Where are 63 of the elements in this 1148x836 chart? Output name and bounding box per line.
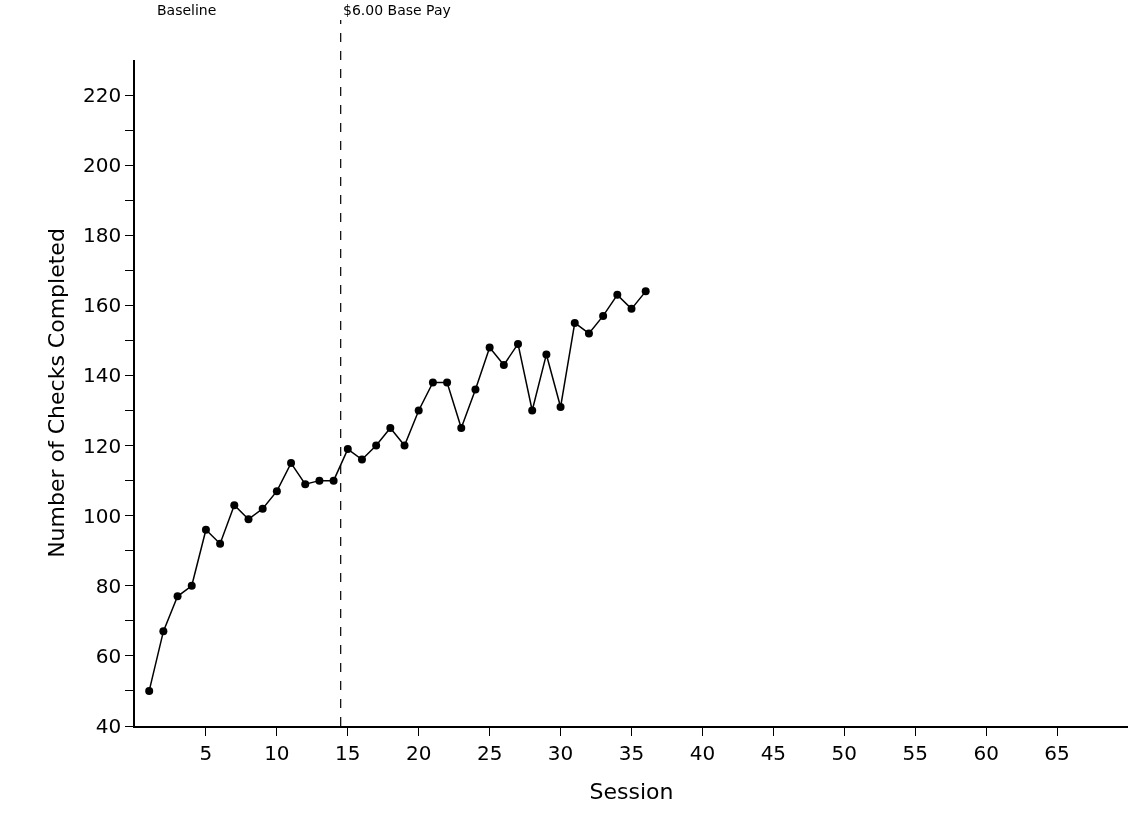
ref-line-label: $6.00 Base Pay (343, 2, 451, 18)
point (457, 424, 466, 433)
point (343, 445, 352, 454)
x-tick-label: 50 (831, 740, 858, 765)
point (428, 378, 437, 387)
x-axis-title: Session (589, 779, 674, 805)
point (187, 581, 196, 590)
y-tick-label: 40 (95, 714, 122, 738)
point (514, 339, 523, 348)
point (599, 311, 608, 320)
point (499, 360, 508, 369)
y-tick-label: 80 (95, 573, 122, 598)
point (414, 406, 423, 415)
point (372, 441, 381, 450)
y-tick-label: 160 (83, 293, 122, 318)
point (258, 504, 267, 513)
x-tick-label: 60 (973, 740, 999, 765)
x-tick-label: 65 (1044, 740, 1070, 765)
point (287, 459, 296, 468)
point (159, 627, 168, 636)
point (301, 480, 310, 489)
y-tick-label: 120 (83, 433, 122, 458)
x-tick-label: 55 (902, 740, 928, 765)
x-tick-label: 20 (405, 740, 432, 765)
point (641, 287, 650, 296)
x-tick-label: 15 (335, 740, 361, 765)
y-tick-label: 200 (83, 153, 122, 178)
point (400, 441, 409, 450)
point (230, 501, 239, 510)
x-tick-label: 10 (264, 740, 290, 765)
point (386, 424, 395, 433)
y-tick-label: 220 (83, 83, 122, 108)
point (145, 686, 154, 695)
point (584, 329, 593, 338)
point (272, 487, 281, 496)
point (485, 343, 494, 352)
x-tick-label: 35 (618, 740, 645, 765)
point (627, 304, 636, 313)
point (357, 455, 366, 464)
point (173, 592, 182, 601)
text: Baseline (157, 2, 217, 18)
y-tick-label: 140 (83, 363, 122, 388)
x-tick-label: 25 (476, 740, 503, 765)
point (315, 476, 324, 485)
point (443, 378, 452, 387)
y-tick-label: 180 (83, 223, 122, 248)
x-tick-label: 5 (199, 740, 213, 765)
point (528, 406, 537, 415)
point (556, 403, 565, 412)
y-tick-label: 60 (95, 643, 122, 668)
y-tick-label: 100 (83, 503, 122, 528)
point (329, 476, 338, 485)
x-tick-label: 30 (547, 740, 574, 765)
point (471, 385, 480, 394)
point (244, 515, 253, 524)
point (613, 290, 622, 299)
point (201, 525, 210, 534)
x-tick-label: 45 (760, 740, 787, 765)
y-axis-title: Number of Checks Completed (44, 228, 70, 558)
point (542, 350, 551, 359)
point (216, 539, 225, 548)
x-tick-label: 40 (689, 740, 716, 765)
point (570, 318, 579, 327)
